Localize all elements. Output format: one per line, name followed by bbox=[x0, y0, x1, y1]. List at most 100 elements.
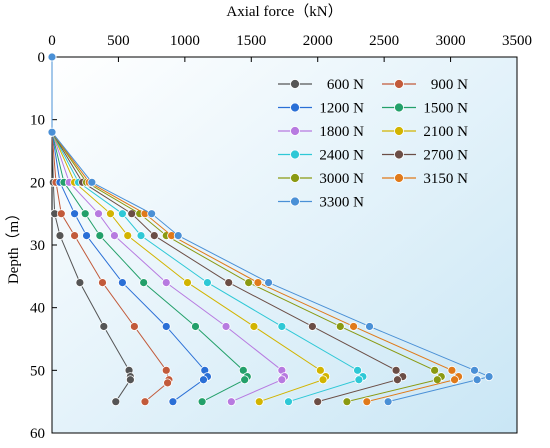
legend-marker bbox=[290, 196, 300, 207]
legend-label: 1800 N bbox=[319, 124, 364, 140]
legend-marker bbox=[290, 149, 300, 160]
legend-label: 2400 N bbox=[319, 148, 364, 164]
data-point bbox=[149, 231, 159, 241]
legend-item: 2400 N bbox=[278, 148, 364, 164]
data-point bbox=[75, 278, 85, 288]
legend-label: 1200 N bbox=[319, 101, 364, 117]
data-point bbox=[99, 322, 109, 331]
data-point bbox=[224, 278, 234, 288]
data-point bbox=[470, 365, 479, 375]
data-point bbox=[240, 375, 250, 385]
series-layer bbox=[47, 52, 494, 407]
data-point bbox=[199, 375, 208, 385]
data-point bbox=[221, 322, 231, 331]
legend-label: 3000 N bbox=[319, 171, 364, 187]
y-tick-label-30: 30 bbox=[30, 238, 45, 254]
y-axis-title: Depth（m） bbox=[5, 206, 22, 284]
legend-label: 2700 N bbox=[423, 148, 468, 164]
data-point bbox=[183, 278, 192, 288]
data-point bbox=[342, 397, 352, 407]
x-tick-label-500: 500 bbox=[107, 33, 130, 49]
data-point bbox=[55, 231, 65, 241]
data-point bbox=[335, 322, 345, 331]
x-axis-title: Axial force（kN） bbox=[226, 3, 342, 20]
data-point bbox=[430, 365, 440, 375]
legend-label: 3300 N bbox=[319, 195, 364, 211]
data-point bbox=[70, 231, 79, 241]
data-point bbox=[161, 278, 171, 288]
data-point bbox=[106, 209, 115, 219]
y-tick-label-10: 10 bbox=[30, 113, 45, 129]
data-point bbox=[147, 209, 157, 219]
data-point bbox=[118, 209, 127, 219]
data-point bbox=[277, 322, 287, 331]
legend-label: 1500 N bbox=[423, 101, 468, 117]
legend-label: 2100 N bbox=[423, 124, 468, 140]
data-point bbox=[80, 209, 90, 219]
data-point bbox=[95, 231, 105, 241]
data-point bbox=[129, 322, 139, 331]
data-point bbox=[353, 365, 362, 375]
legend-label: 600 N bbox=[327, 77, 364, 93]
x-tick-label-2500: 2500 bbox=[369, 33, 399, 49]
data-point bbox=[349, 322, 358, 331]
legend-item: 1200 N bbox=[278, 101, 364, 117]
data-point bbox=[393, 375, 402, 385]
series-1200-n bbox=[47, 52, 212, 407]
legend-marker bbox=[290, 173, 300, 183]
data-point bbox=[450, 375, 459, 385]
legend-item: 1800 N bbox=[278, 124, 364, 140]
x-tick-label-3000: 3000 bbox=[436, 33, 466, 49]
legend-item: 900 N bbox=[382, 77, 468, 93]
data-point bbox=[110, 231, 119, 241]
legend-marker bbox=[394, 102, 404, 113]
data-point bbox=[315, 365, 325, 375]
data-point bbox=[94, 209, 103, 219]
data-point bbox=[307, 322, 317, 331]
data-point bbox=[244, 278, 254, 288]
data-point bbox=[173, 231, 183, 241]
data-point bbox=[432, 375, 442, 385]
x-tick-label-1000: 1000 bbox=[170, 33, 200, 49]
y-tick-label-40: 40 bbox=[30, 301, 45, 317]
data-point bbox=[111, 397, 121, 407]
legend: 600 N 900 N 1200 N 1500 N 1800 N 2100 N 2400 N… bbox=[278, 77, 468, 211]
data-point bbox=[238, 365, 248, 375]
data-point bbox=[362, 397, 372, 407]
data-point bbox=[161, 322, 171, 331]
series-3300-n bbox=[47, 52, 494, 407]
data-point bbox=[98, 278, 107, 288]
x-tick-label-0: 0 bbox=[48, 33, 56, 49]
data-point bbox=[226, 397, 236, 407]
y-tick-label-50: 50 bbox=[30, 363, 45, 379]
legend-item: 2700 N bbox=[382, 148, 468, 164]
data-point bbox=[56, 209, 66, 219]
legend-item: 1500 N bbox=[382, 101, 468, 117]
x-tick-label-1500: 1500 bbox=[236, 33, 266, 49]
legend-marker bbox=[394, 79, 404, 89]
x-tick-label-2000: 2000 bbox=[303, 33, 333, 49]
legend-item: 3300 N bbox=[278, 195, 364, 211]
legend-marker bbox=[394, 126, 404, 136]
y-tick-label-60: 60 bbox=[30, 426, 45, 442]
data-point bbox=[161, 365, 171, 375]
data-point bbox=[284, 397, 293, 407]
data-point bbox=[313, 397, 323, 407]
data-point bbox=[383, 397, 393, 407]
data-point bbox=[87, 177, 97, 187]
data-point bbox=[354, 375, 364, 385]
data-point bbox=[318, 375, 328, 385]
data-point bbox=[391, 365, 401, 375]
data-point bbox=[140, 397, 150, 407]
legend-marker bbox=[394, 173, 404, 183]
legend-marker bbox=[290, 79, 300, 89]
data-point bbox=[472, 375, 482, 385]
data-point bbox=[163, 378, 172, 388]
y-tick-label-0: 0 bbox=[38, 50, 46, 66]
legend-item: 3000 N bbox=[278, 171, 364, 187]
data-point bbox=[249, 322, 259, 331]
data-point bbox=[125, 375, 135, 385]
data-point bbox=[47, 52, 57, 62]
data-point bbox=[47, 127, 57, 137]
